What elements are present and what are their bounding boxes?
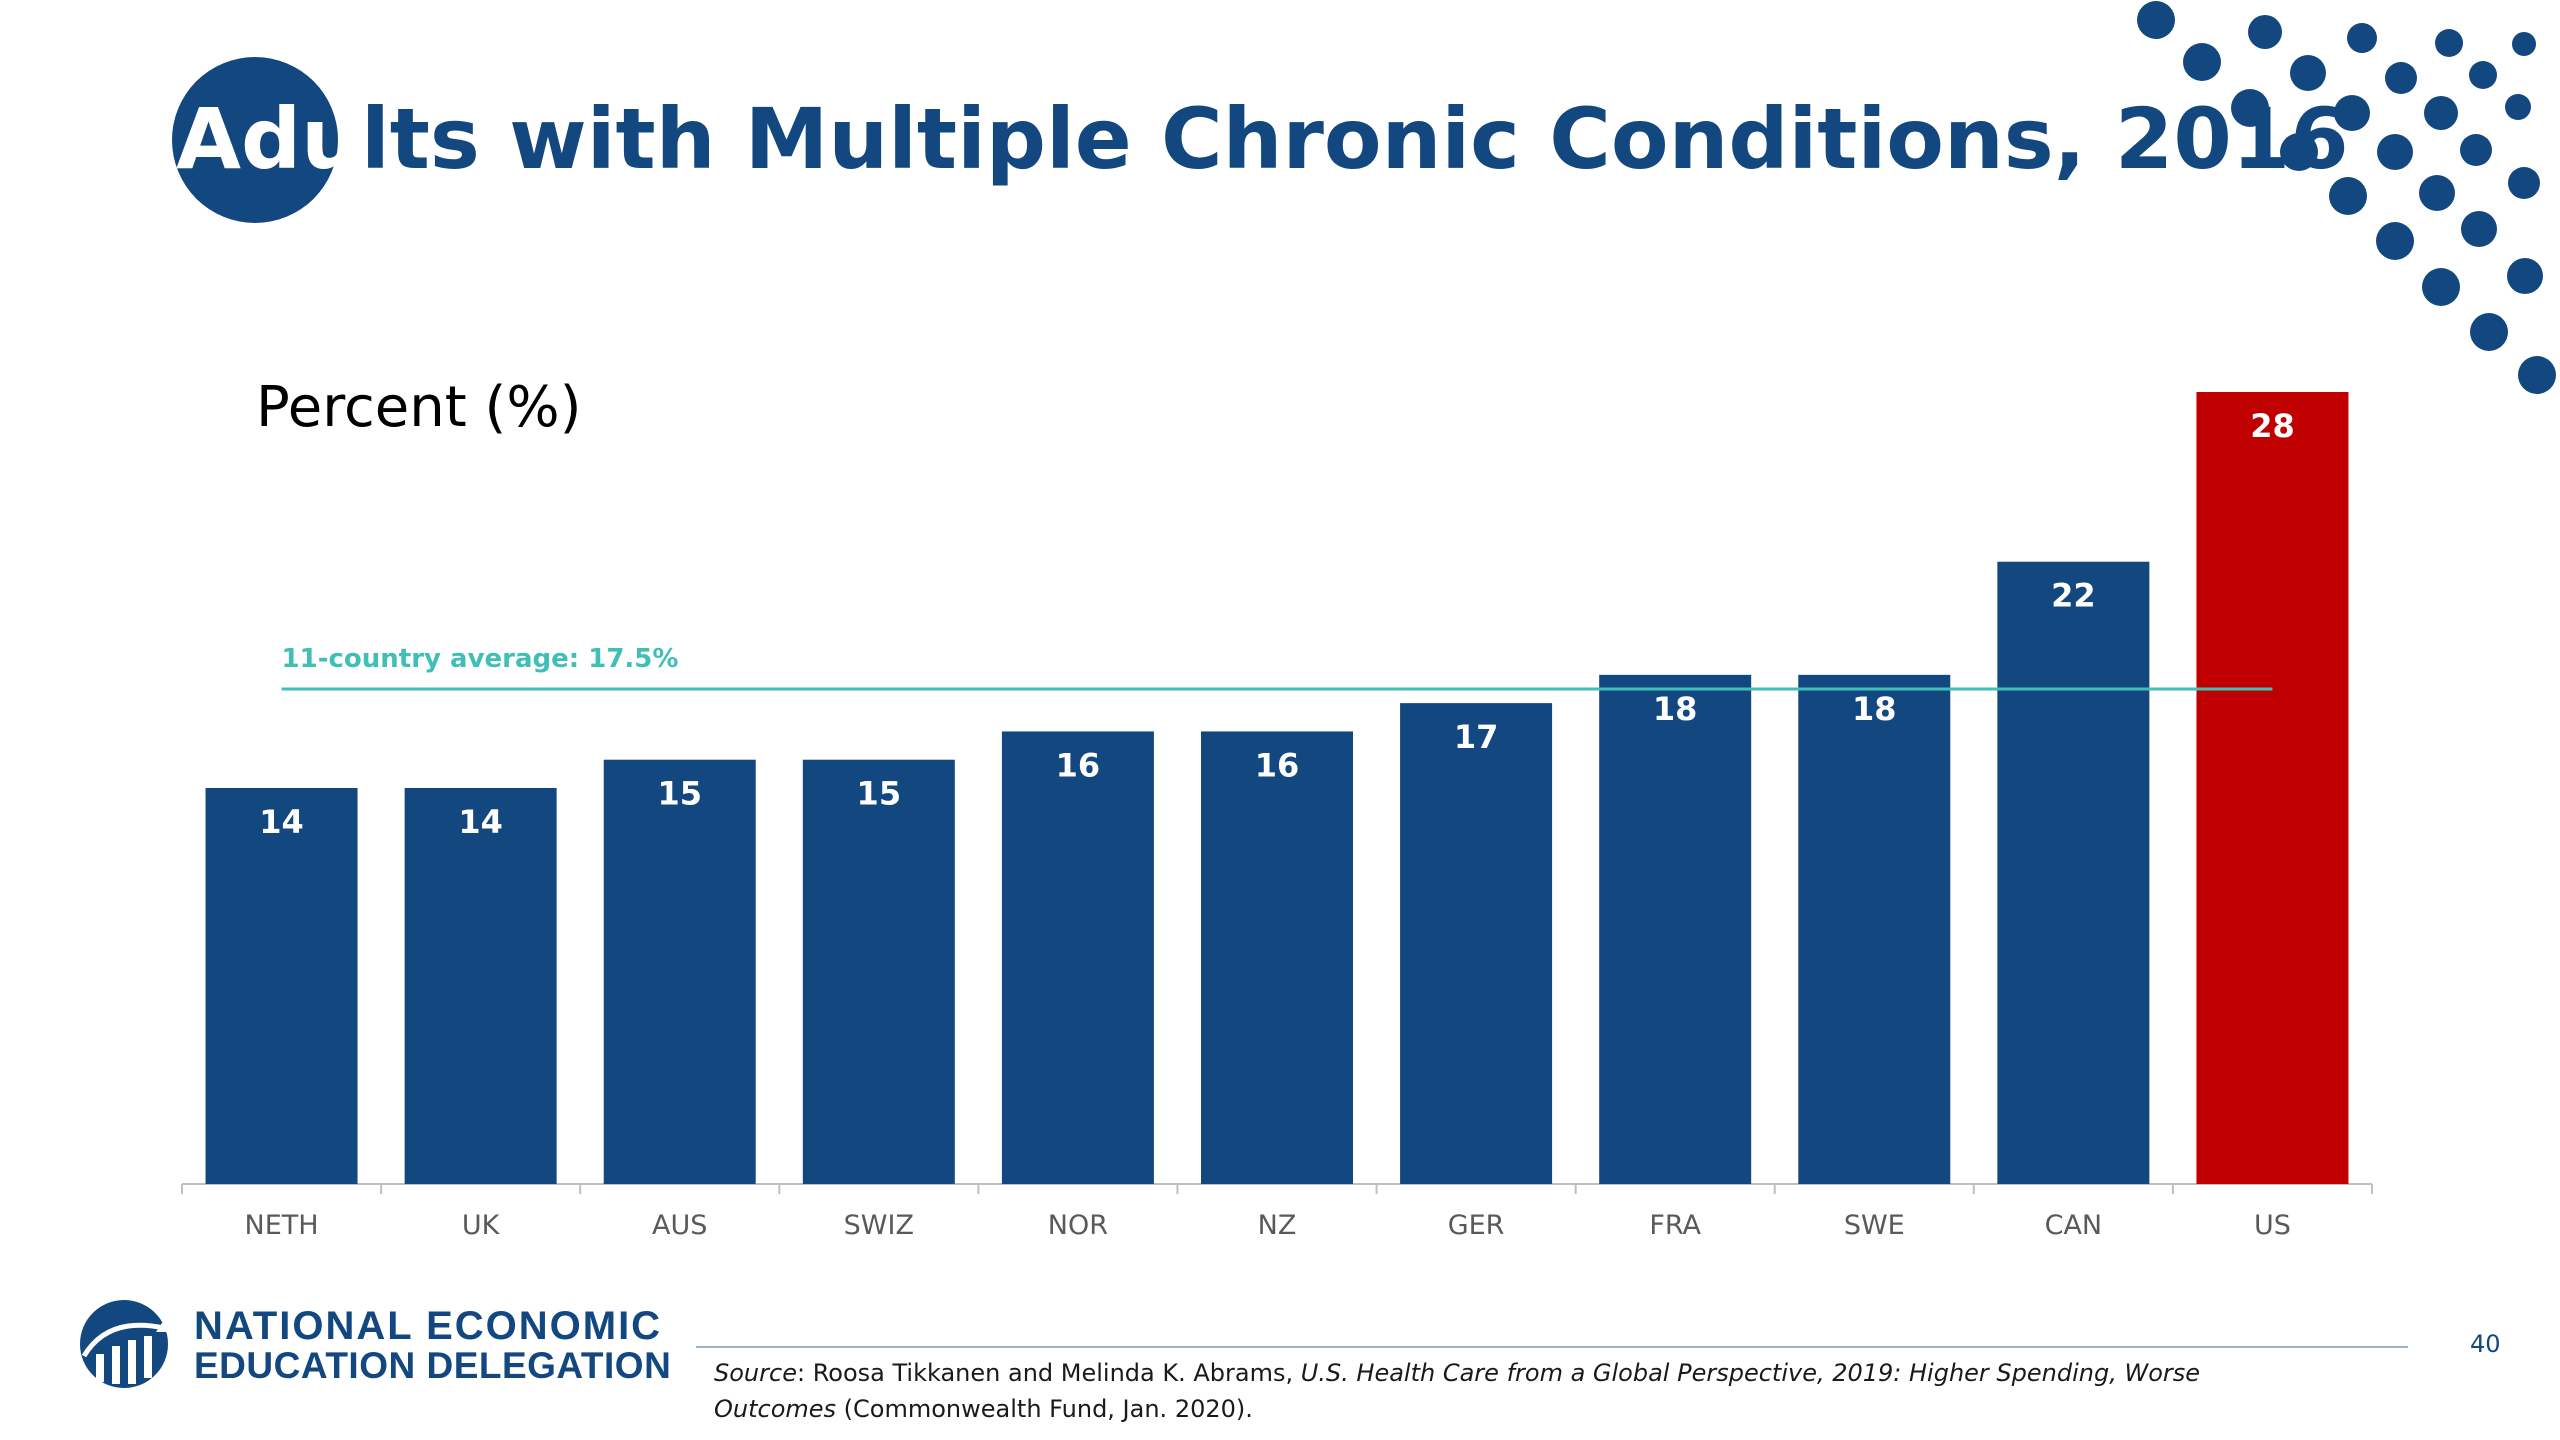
data-label: 18 xyxy=(1852,690,1897,728)
source-authors: Roosa Tikkanen and Melinda K. Abrams, xyxy=(812,1359,1301,1387)
x-tick-label: AUS xyxy=(652,1210,707,1241)
data-label: 16 xyxy=(1056,746,1101,784)
org-line-1: NATIONAL ECONOMIC xyxy=(194,1304,663,1348)
data-label: 14 xyxy=(458,803,503,841)
organization-name: NATIONAL ECONOMIC EDUCATION DELEGATION xyxy=(194,1306,671,1386)
x-tick-label: NOR xyxy=(1048,1210,1108,1241)
source-separator: : xyxy=(796,1359,813,1387)
x-tick-label: US xyxy=(2254,1210,2291,1241)
data-label: 15 xyxy=(857,775,902,813)
bar-us xyxy=(2196,392,2349,1184)
data-label: 28 xyxy=(2250,407,2295,445)
bar-nor xyxy=(1001,731,1154,1184)
bar-neth xyxy=(205,788,358,1184)
data-label: 22 xyxy=(2051,577,2096,615)
x-tick-label: NETH xyxy=(245,1210,319,1241)
source-label: Source xyxy=(714,1359,797,1387)
data-label: 17 xyxy=(1454,718,1499,756)
bar-swiz xyxy=(802,759,955,1184)
x-tick-label: NZ xyxy=(1258,1210,1297,1241)
source-citation: Source: Roosa Tikkanen and Melinda K. Ab… xyxy=(714,1355,2214,1427)
bar-can xyxy=(1997,561,2150,1184)
bar-nz xyxy=(1201,731,1353,1184)
x-tick-label: GER xyxy=(1448,1210,1505,1241)
source-tail: (Commonwealth Fund, Jan. 2020). xyxy=(836,1395,1253,1423)
need-logo-icon xyxy=(80,1300,170,1388)
bar-uk xyxy=(404,788,557,1184)
footer-divider xyxy=(696,1346,2408,1348)
bar-fra xyxy=(1599,674,1752,1184)
source-title: U.S. Health Care from a Global Perspecti… xyxy=(714,1359,2201,1423)
title-lead: Adu xyxy=(176,90,361,188)
x-tick-label: SWE xyxy=(1844,1210,1905,1241)
x-tick-label: SWIZ xyxy=(844,1210,914,1241)
org-line-2: EDUCATION DELEGATION xyxy=(194,1345,672,1386)
data-label: 14 xyxy=(259,803,304,841)
bar-aus xyxy=(603,759,756,1184)
x-tick-label: CAN xyxy=(2045,1210,2103,1241)
x-tick-label: UK xyxy=(462,1210,501,1241)
data-label: 18 xyxy=(1653,690,1698,728)
title-circle-decoration xyxy=(172,57,338,223)
y-axis-label: Percent (%) xyxy=(256,375,582,440)
data-label: 16 xyxy=(1255,746,1300,784)
bar-chart: 14 NETH 14 UK 15 AUS 15 SWIZ 16 NOR 16 NZ 17 GER 18 FRA… xyxy=(181,392,2373,1241)
average-line-label: 11-country average: 17.5% xyxy=(282,644,679,674)
page-number: 40 xyxy=(2470,1330,2501,1358)
data-label: 15 xyxy=(657,775,702,813)
bar-swe xyxy=(1798,674,1951,1184)
slide-title: Adults with Multiple Chronic Conditions,… xyxy=(176,74,2349,204)
bar-ger xyxy=(1400,703,1553,1184)
x-tick-label: FRA xyxy=(1649,1210,1701,1241)
title-rest: lts with Multiple Chronic Conditions, 20… xyxy=(360,90,2349,188)
